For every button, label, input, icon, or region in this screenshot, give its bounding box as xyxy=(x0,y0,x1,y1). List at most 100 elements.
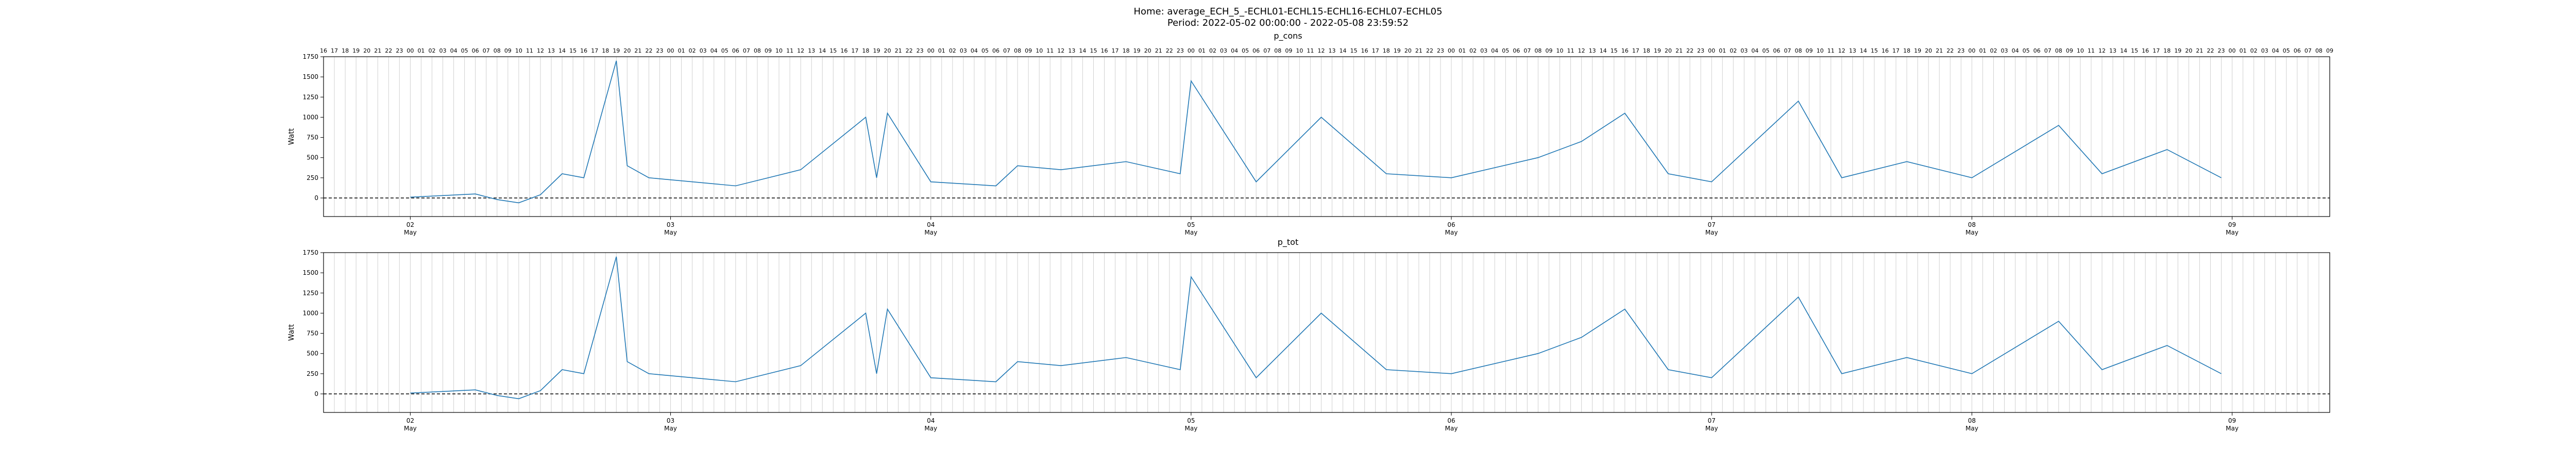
hour-tick-label: 13 xyxy=(808,47,815,54)
hour-tick-label: 15 xyxy=(2131,47,2138,54)
hour-tick-label: 08 xyxy=(1534,47,1541,54)
hour-tick-label: 23 xyxy=(2218,47,2225,54)
hour-tick-label: 09 xyxy=(504,47,512,54)
hour-tick-label: 20 xyxy=(1665,47,1672,54)
panel-title: p_tot xyxy=(1278,237,1299,247)
y-axis-label: Watt xyxy=(287,324,296,341)
x-tick-month: May xyxy=(1965,229,1978,236)
x-tick-month: May xyxy=(404,229,417,236)
hour-tick-label: 09 xyxy=(1806,47,1813,54)
panel-p-cons: p_cons Watt 16 17 18 19 20 21 22 23 00 01 02 03 04 05… xyxy=(287,31,2333,236)
series-line xyxy=(410,60,2222,204)
hour-tick-label: 18 xyxy=(1123,47,1130,54)
panel-title: p_cons xyxy=(1274,31,1302,41)
x-tick-month: May xyxy=(664,229,677,236)
hour-tick-label: 19 xyxy=(1133,47,1141,54)
hour-tick-label: 23 xyxy=(1957,47,1964,54)
hour-tick-label: 02 xyxy=(2250,47,2258,54)
hour-tick-label: 00 xyxy=(2229,47,2236,54)
y-tick-label: 500 xyxy=(307,350,318,357)
hour-tick-label: 22 xyxy=(1426,47,1433,54)
hour-tick-label: 06 xyxy=(2294,47,2301,54)
hour-tick-label: 07 xyxy=(1003,47,1010,54)
hour-tick-label: 02 xyxy=(1469,47,1477,54)
hour-tick-label: 12 xyxy=(1317,47,1325,54)
y-axis-label: Watt xyxy=(287,128,296,145)
hour-tick-label: 08 xyxy=(1274,47,1281,54)
hour-tick-label: 16 xyxy=(1361,47,1368,54)
hour-tick-label: 10 xyxy=(1036,47,1043,54)
hour-tick-label: 02 xyxy=(1730,47,1737,54)
hour-tick-label: 05 xyxy=(2023,47,2030,54)
figure-title-line2: Period: 2022-05-02 00:00:00 - 2022-05-08… xyxy=(1167,18,1409,28)
x-tick-day: 04 xyxy=(927,417,935,424)
hour-tick-label: 03 xyxy=(700,47,707,54)
hour-tick-label: 11 xyxy=(1567,47,1574,54)
y-tick-label: 500 xyxy=(307,154,318,161)
hour-tick-label: 18 xyxy=(1903,47,1910,54)
hour-tick-label: 19 xyxy=(613,47,620,54)
hour-tick-label: 12 xyxy=(2098,47,2106,54)
hour-tick-label: 22 xyxy=(385,47,392,54)
hour-tick-label: 05 xyxy=(1762,47,1769,54)
hour-tick-label: 08 xyxy=(1014,47,1021,54)
hour-tick-label: 15 xyxy=(829,47,837,54)
hour-tick-label: 04 xyxy=(710,47,718,54)
hour-tick-label: 10 xyxy=(1817,47,1824,54)
y-tick-label: 750 xyxy=(307,330,318,337)
hour-tick-label: 16 xyxy=(840,47,848,54)
hour-tick-label: 21 xyxy=(634,47,641,54)
x-tick-day: 08 xyxy=(1968,417,1976,424)
hour-tick-label: 20 xyxy=(884,47,891,54)
hour-tick-label: 03 xyxy=(1220,47,1227,54)
hour-tick-label: 01 xyxy=(938,47,945,54)
x-tick-month: May xyxy=(404,425,417,432)
hour-tick-label: 17 xyxy=(591,47,598,54)
hour-tick-label: 01 xyxy=(1459,47,1466,54)
hour-tick-label: 15 xyxy=(1611,47,1618,54)
hour-tick-label: 17 xyxy=(1112,47,1119,54)
hour-tick-label: 14 xyxy=(1860,47,1867,54)
hour-tick-label: 10 xyxy=(1296,47,1303,54)
hour-tick-label: 04 xyxy=(1751,47,1758,54)
hour-tick-label: 19 xyxy=(1654,47,1661,54)
hour-tick-label: 22 xyxy=(2207,47,2214,54)
hour-tick-label: 09 xyxy=(1545,47,1552,54)
hour-tick-label: 12 xyxy=(797,47,804,54)
hour-tick-label: 17 xyxy=(1892,47,1900,54)
hour-tick-label: 01 xyxy=(1719,47,1726,54)
hour-tick-label: 23 xyxy=(656,47,664,54)
y-tick-label: 1250 xyxy=(302,289,318,296)
hour-tick-label: 21 xyxy=(2196,47,2203,54)
y-tick-label: 250 xyxy=(307,370,318,377)
hour-tick-label: 04 xyxy=(450,47,457,54)
hour-tick-label: 05 xyxy=(461,47,468,54)
hour-tick-label: 20 xyxy=(1144,47,1151,54)
hour-tick-label: 18 xyxy=(1383,47,1390,54)
hour-tick-label: 16 xyxy=(580,47,587,54)
hour-tick-label: 04 xyxy=(1491,47,1498,54)
hour-tick-label: 20 xyxy=(623,47,631,54)
x-tick-day: 03 xyxy=(667,221,674,228)
hour-tick-label: 07 xyxy=(483,47,490,54)
x-tick-month: May xyxy=(1705,425,1718,432)
hour-tick-label: 05 xyxy=(2283,47,2290,54)
hour-tick-label: 07 xyxy=(1263,47,1270,54)
hour-tick-label: 06 xyxy=(472,47,479,54)
hour-tick-label: 23 xyxy=(396,47,403,54)
hour-tick-label: 21 xyxy=(1675,47,1683,54)
hour-tick-label: 06 xyxy=(1252,47,1260,54)
hour-tick-label: 02 xyxy=(1209,47,1216,54)
hour-tick-label: 01 xyxy=(1198,47,1206,54)
x-tick-month: May xyxy=(2226,425,2239,432)
series-line xyxy=(410,256,2222,400)
hour-tick-label: 09 xyxy=(1285,47,1292,54)
hour-tick-label: 10 xyxy=(775,47,783,54)
x-tick-month: May xyxy=(1184,229,1197,236)
x-tick-day: 04 xyxy=(927,221,935,228)
hour-tick-label: 00 xyxy=(1968,47,1975,54)
hour-tick-label: 19 xyxy=(873,47,880,54)
hour-tick-label: 23 xyxy=(1437,47,1444,54)
hour-tick-label: 09 xyxy=(2066,47,2073,54)
hour-tick-label: 01 xyxy=(2240,47,2247,54)
